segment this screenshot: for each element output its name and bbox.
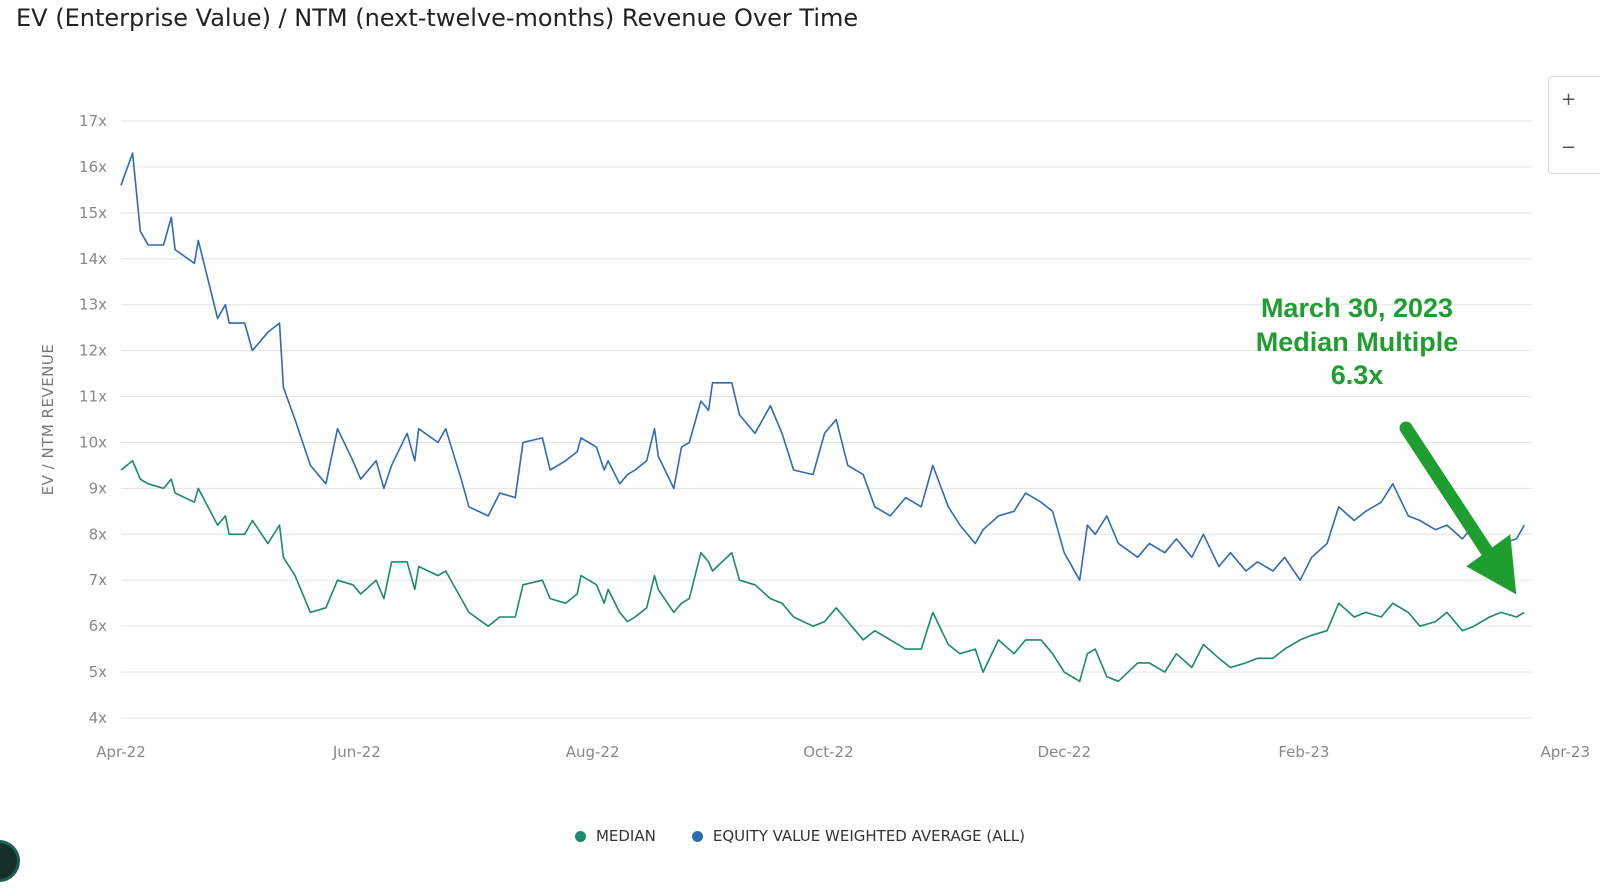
y-tick-label: 11x (79, 388, 107, 406)
y-tick-label: 12x (79, 342, 107, 360)
y-tick-label: 17x (79, 112, 107, 130)
legend-label-weighted-average: EQUITY VALUE WEIGHTED AVERAGE (ALL) (712, 827, 1026, 845)
zoom-controls: + − (1548, 76, 1600, 174)
y-tick-label: 15x (79, 204, 107, 222)
legend-label-median: MEDIAN (595, 827, 656, 845)
x-tick-label: Aug-22 (566, 743, 620, 761)
x-axis-ticks: Apr-22 Jun-22 Aug-22 Oct-22 Dec-22 Feb-23 Apr-… (96, 743, 1590, 761)
legend-marker-median (574, 830, 586, 842)
x-tick-label: Apr-22 (96, 743, 146, 761)
y-tick-label: 4x (89, 709, 108, 727)
y-axis-title: EV / NTM REVENUE (39, 344, 57, 496)
y-axis-ticks: 4x 5x 6x 7x 8x 9x 10x 11x 12x 13x 14x 15x 16x 17x (79, 112, 107, 727)
y-tick-label: 8x (89, 525, 108, 543)
x-tick-label: Dec-22 (1037, 743, 1091, 761)
y-tick-label: 14x (79, 250, 107, 268)
annotation-line-3: 6.3x (1331, 360, 1384, 390)
x-tick-label: Apr-23 (1541, 743, 1591, 761)
legend-item-weighted-average[interactable]: EQUITY VALUE WEIGHTED AVERAGE (ALL) (691, 827, 1026, 845)
zoom-out-icon: − (1561, 137, 1577, 158)
x-tick-label: Feb-23 (1278, 743, 1329, 761)
grid (121, 120, 1532, 719)
series-line-median (120, 459, 1525, 683)
y-tick-label: 16x (79, 158, 107, 176)
y-tick-label: 6x (89, 617, 108, 635)
annotation-line-1: March 30, 2023 (1261, 293, 1453, 323)
annotation: March 30, 2023 Median Multiple 6.3x (1256, 293, 1517, 595)
y-tick-label: 9x (89, 479, 108, 497)
x-tick-label: Jun-22 (332, 743, 381, 761)
y-tick-label: 13x (79, 296, 107, 314)
zoom-in-button[interactable]: + (1549, 77, 1600, 125)
annotation-arrow-shaft (1399, 421, 1497, 563)
zoom-in-icon: + (1561, 89, 1577, 110)
y-tick-label: 10x (79, 433, 107, 451)
series-line-weighted-average (120, 152, 1525, 582)
legend-marker-weighted-average (691, 830, 703, 842)
zoom-out-button[interactable]: − (1549, 125, 1600, 173)
y-tick-label: 5x (89, 663, 108, 681)
legend: MEDIAN EQUITY VALUE WEIGHTED AVERAGE (AL… (0, 827, 1600, 845)
page-title: EV (Enterprise Value) / NTM (next-twelve… (16, 4, 859, 32)
series-lines (120, 152, 1525, 683)
x-tick-label: Oct-22 (803, 743, 853, 761)
legend-item-median[interactable]: MEDIAN (574, 827, 656, 845)
y-tick-label: 7x (89, 571, 108, 589)
annotation-line-2: Median Multiple (1256, 327, 1459, 357)
annotation-arrow-head (1466, 534, 1517, 595)
